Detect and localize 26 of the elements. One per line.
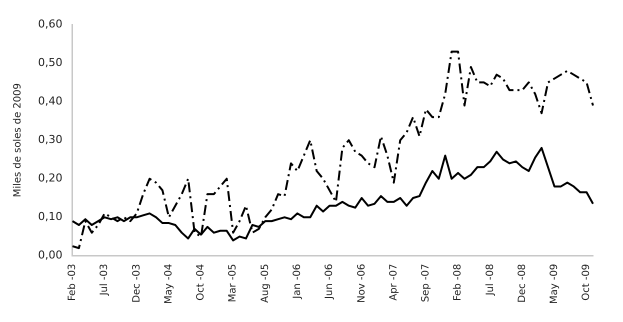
line-series — [71, 50, 594, 250]
y-tick-label: 0,40 — [38, 94, 62, 108]
y-tick-label: 0,20 — [38, 172, 62, 185]
x-tick-label: Apr -07 — [388, 264, 400, 301]
x-tick-label: Sep -07 — [420, 264, 432, 302]
x-tick-label: Jun -06 — [324, 264, 336, 300]
x-tick-label: Dec -03 — [131, 264, 142, 303]
y-tick-label: 0,60 — [38, 17, 62, 30]
x-tick-label: Oct -09 — [581, 264, 592, 301]
x-tick-label: Dec -08 — [516, 264, 528, 303]
x-tick-label: Jan -06 — [292, 264, 303, 300]
x-tick-label: Feb -08 — [452, 264, 464, 302]
x-tick-label: Jul -08 — [484, 264, 496, 296]
x-tick-label: Nov -06 — [356, 264, 368, 303]
y-tick-label: 0,00 — [38, 248, 62, 262]
x-tick-label: Mar -05 — [228, 264, 239, 302]
y-tick-label: 0,10 — [38, 210, 62, 224]
y-tick-label: 0,50 — [38, 56, 62, 69]
x-tick-label: May -09 — [549, 264, 560, 304]
x-tick-label: Feb -03 — [67, 264, 78, 302]
x-tick-label: Jul -03 — [99, 264, 110, 296]
x-tick-label: Oct -04 — [196, 264, 207, 301]
y-axis-title: Miles de soles de 2009 — [12, 83, 24, 198]
x-tick-label: Aug -05 — [260, 264, 271, 303]
x-tick-label: May -04 — [163, 264, 174, 304]
y-tick-label: 0,30 — [38, 133, 62, 146]
